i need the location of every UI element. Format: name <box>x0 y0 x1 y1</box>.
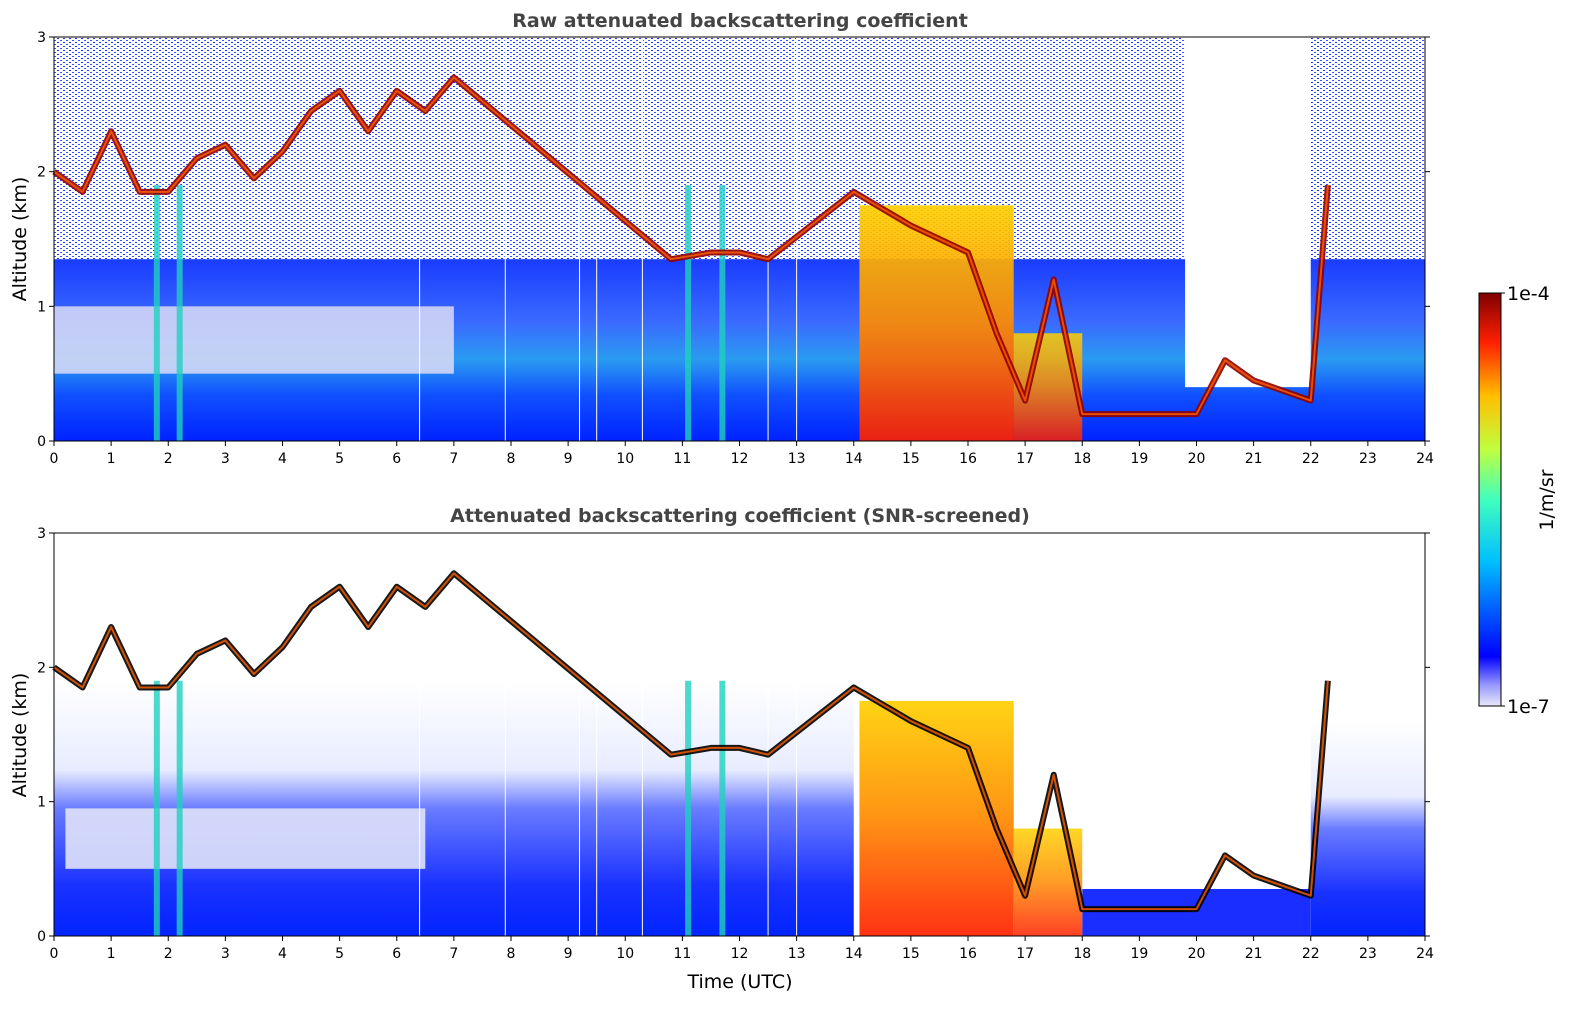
precipitation-tail <box>1013 333 1083 441</box>
top-x-tick-label: 8 <box>507 451 516 467</box>
bottom-y-label: Altitude (km) <box>9 673 31 798</box>
colorbar-max-label: 1e-4 <box>1507 283 1550 305</box>
bottom-x-tick-label: 22 <box>1302 946 1320 962</box>
top-x-tick-label: 9 <box>564 451 573 467</box>
bottom-y-tick-label: 1 <box>37 795 46 811</box>
vertical-streak <box>153 680 160 936</box>
bottom-x-tick-label: 20 <box>1188 946 1206 962</box>
bottom-x-tick-label: 5 <box>335 946 344 962</box>
clear-air-region <box>65 808 426 869</box>
colorbar: 1e-4 1e-7 1/m/sr <box>1478 283 1558 718</box>
bottom-title: Attenuated backscattering coefficient (S… <box>450 505 1030 527</box>
vertical-streak <box>176 185 183 441</box>
bottom-x-tick-label: 9 <box>564 946 573 962</box>
top-x-tick-label: 11 <box>673 451 691 467</box>
top-x-tick-label: 21 <box>1245 451 1263 467</box>
top-y-tick-label: 0 <box>37 434 46 450</box>
late-boundary-layer <box>1310 721 1425 936</box>
bottom-x-tick-label: 24 <box>1416 946 1434 962</box>
bottom-x-tick-label: 10 <box>616 946 634 962</box>
top-x-tick-label: 5 <box>335 451 344 467</box>
top-x-tick-label: 17 <box>1016 451 1034 467</box>
bottom-x-tick-label: 13 <box>788 946 806 962</box>
bottom-x-tick-label: 4 <box>278 946 287 962</box>
bottom-x-tick-label: 15 <box>902 946 920 962</box>
top-x-tick-label: 1 <box>107 451 116 467</box>
top-x-tick-label: 22 <box>1302 451 1320 467</box>
top-plot-area <box>52 37 1425 441</box>
top-x-tick-label: 23 <box>1359 451 1377 467</box>
top-x-tick-label: 6 <box>392 451 401 467</box>
bottom-x-label: Time (UTC) <box>686 971 792 993</box>
bottom-y-tick-label: 2 <box>37 660 46 676</box>
top-x-tick-label: 24 <box>1416 451 1434 467</box>
top-x-tick-label: 15 <box>902 451 920 467</box>
top-x-tick-label: 20 <box>1188 451 1206 467</box>
top-x-tick-label: 10 <box>616 451 634 467</box>
top-y-ticks: 0 1 2 3 <box>37 30 1430 450</box>
top-x-tick-label: 0 <box>50 451 59 467</box>
top-x-ticks: 0 1 2 3 4 5 6 7 8 9 10 11 12 13 14 15 16 17 18 19 20 21 22 23 24 <box>50 441 1434 467</box>
bottom-x-tick-label: 12 <box>731 946 749 962</box>
bottom-x-tick-label: 23 <box>1359 946 1377 962</box>
vertical-streak <box>685 680 692 936</box>
bottom-x-tick-label: 0 <box>50 946 59 962</box>
snr-screened-panel: Attenuated backscattering coefficient (S… <box>9 505 1434 993</box>
top-x-tick-label: 2 <box>164 451 173 467</box>
attenuated-gap <box>1185 37 1311 388</box>
bottom-plot-area <box>52 533 1425 936</box>
vertical-streak <box>685 185 692 441</box>
vertical-streak <box>719 185 726 441</box>
bottom-x-tick-label: 17 <box>1016 946 1034 962</box>
bottom-x-tick-label: 21 <box>1245 946 1263 962</box>
low-layer <box>1082 888 1311 936</box>
bottom-y-ticks: 0 1 2 3 <box>37 526 1430 945</box>
bottom-x-tick-label: 6 <box>392 946 401 962</box>
colorbar-gradient <box>1478 292 1502 707</box>
top-y-tick-label: 1 <box>37 299 46 315</box>
precipitation-band <box>859 700 1014 936</box>
cloud-base-layer-core <box>53 572 1329 911</box>
top-x-tick-label: 19 <box>1130 451 1148 467</box>
top-y-label: Altitude (km) <box>9 177 31 302</box>
vertical-streak <box>176 680 183 936</box>
cloud-base-layer-core <box>53 76 1329 416</box>
bottom-x-tick-label: 11 <box>673 946 691 962</box>
bottom-x-tick-label: 8 <box>507 946 516 962</box>
top-x-tick-label: 3 <box>221 451 230 467</box>
bottom-x-tick-label: 14 <box>845 946 863 962</box>
bottom-x-tick-label: 2 <box>164 946 173 962</box>
raw-backscatter-panel: Raw attenuated backscattering coefficien… <box>9 10 1434 467</box>
top-x-tick-label: 7 <box>449 451 458 467</box>
bottom-x-tick-label: 19 <box>1130 946 1148 962</box>
bottom-x-ticks: 0 1 2 3 4 5 6 7 8 9 10 11 12 13 14 15 16 17 18 19 20 21 22 23 24 <box>50 936 1434 962</box>
top-x-tick-label: 12 <box>731 451 749 467</box>
vertical-streak <box>153 185 160 441</box>
clear-air-region <box>54 306 454 374</box>
bottom-x-tick-label: 3 <box>221 946 230 962</box>
top-y-tick-label: 3 <box>37 30 46 46</box>
bottom-y-tick-label: 0 <box>37 929 46 945</box>
bottom-x-tick-label: 18 <box>1073 946 1091 962</box>
boundary-layer <box>54 680 854 936</box>
top-x-tick-label: 4 <box>278 451 287 467</box>
bottom-x-tick-label: 7 <box>449 946 458 962</box>
top-y-tick-label: 2 <box>37 165 46 181</box>
colorbar-min-label: 1e-7 <box>1507 696 1550 718</box>
top-x-tick-label: 13 <box>788 451 806 467</box>
top-title: Raw attenuated backscattering coefficien… <box>512 10 968 32</box>
top-x-tick-label: 16 <box>959 451 977 467</box>
bottom-x-tick-label: 1 <box>107 946 116 962</box>
precipitation-band <box>859 205 1014 441</box>
bottom-x-tick-label: 16 <box>959 946 977 962</box>
bottom-y-tick-label: 3 <box>37 526 46 542</box>
vertical-streak <box>719 680 726 936</box>
precipitation-tail <box>1013 828 1083 936</box>
top-x-tick-label: 14 <box>845 451 863 467</box>
top-x-tick-label: 18 <box>1073 451 1091 467</box>
colorbar-unit-label: 1/m/sr <box>1536 469 1558 530</box>
